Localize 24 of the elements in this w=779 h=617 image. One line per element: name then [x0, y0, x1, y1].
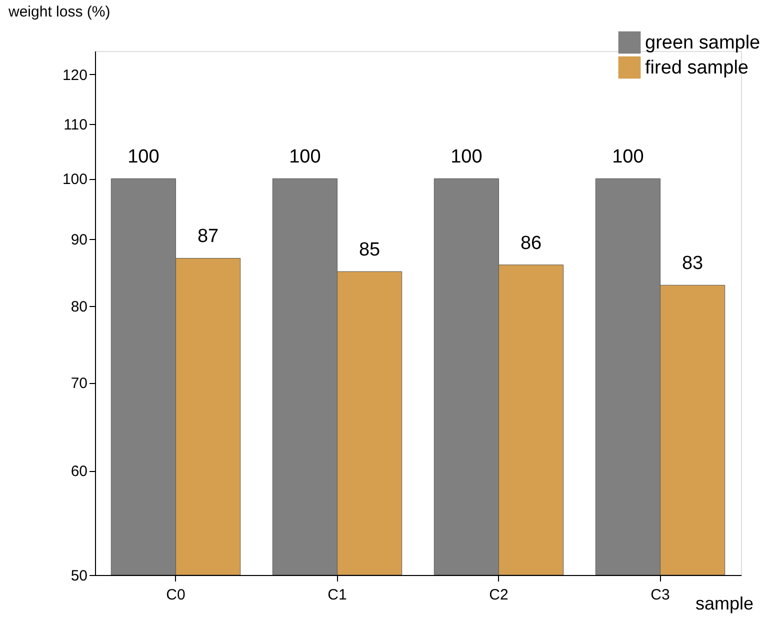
y-axis-title: weight loss (%) [8, 4, 110, 20]
data-label: 100 [450, 146, 482, 168]
data-label: 100 [612, 146, 644, 168]
y-tick-label: 50 [70, 568, 88, 584]
y-tick-label: 80 [70, 298, 88, 316]
y-tick-label: 60 [70, 463, 88, 480]
legend-label: fired sample [645, 58, 748, 78]
y-tick-label: 100 [62, 171, 88, 188]
data-label: 100 [128, 146, 160, 168]
data-label: 87 [197, 226, 219, 248]
x-tick-label: C2 [489, 586, 508, 604]
y-tick-label: 70 [70, 375, 88, 392]
y-tick-label: 90 [70, 231, 88, 248]
y-tick-label: 110 [64, 116, 88, 134]
data-label: 100 [289, 146, 321, 168]
y-tick-label: 120 [62, 66, 88, 84]
legend-label: green sample [645, 32, 760, 54]
x-tick-label: C3 [650, 586, 670, 604]
data-label: 85 [358, 240, 380, 261]
x-axis-title: sample [696, 594, 754, 614]
x-tick-label: C1 [328, 586, 347, 604]
data-label: 83 [682, 253, 704, 274]
x-tick-label: C0 [166, 586, 186, 604]
data-label: 86 [520, 232, 542, 254]
